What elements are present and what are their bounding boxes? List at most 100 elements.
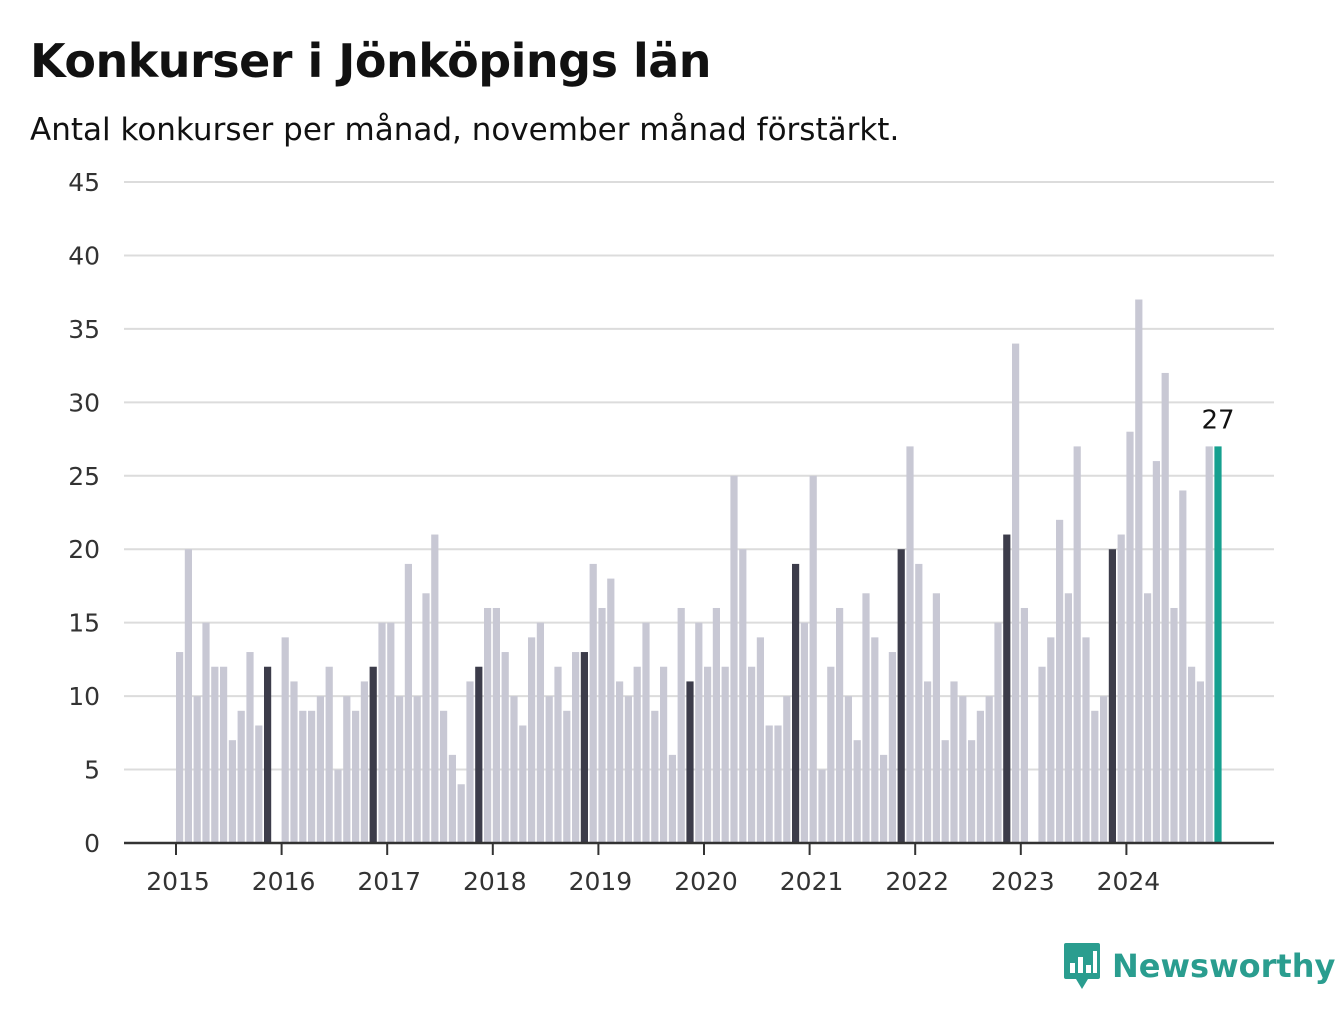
bar xyxy=(528,637,536,843)
bar xyxy=(1179,490,1187,843)
x-tick-label: 2021 xyxy=(780,867,844,896)
bar xyxy=(1064,593,1072,843)
y-tick-label: 25 xyxy=(68,462,100,491)
y-tick-label: 40 xyxy=(68,241,100,270)
bar xyxy=(1082,637,1090,843)
bars xyxy=(176,299,1222,843)
x-tick-label: 2017 xyxy=(357,867,421,896)
bar xyxy=(1135,299,1143,843)
bar xyxy=(739,549,747,843)
bar xyxy=(959,696,967,843)
bar xyxy=(994,622,1002,843)
chart-title: Konkurser i Jönköpings län xyxy=(30,34,712,88)
annotations: 27 xyxy=(1201,405,1234,435)
x-tick-label: 2018 xyxy=(463,867,527,896)
x-tick-label: 2020 xyxy=(674,867,738,896)
x-tick-label: 2023 xyxy=(991,867,1055,896)
bar xyxy=(1073,446,1081,843)
bar xyxy=(352,710,360,843)
bar xyxy=(598,607,606,843)
bar xyxy=(695,622,703,843)
bar-november xyxy=(475,666,483,843)
bar xyxy=(1205,446,1213,843)
y-axis-labels: 0 5 10 15 20 25 30 35 40 45 xyxy=(68,168,100,858)
bar xyxy=(308,710,316,843)
bar xyxy=(774,725,782,843)
bar xyxy=(378,622,386,843)
bar xyxy=(281,637,289,843)
bar xyxy=(721,666,729,843)
bar xyxy=(176,652,184,843)
bar xyxy=(651,710,659,843)
x-tick-label: 2016 xyxy=(252,867,316,896)
bar xyxy=(1020,607,1028,843)
bar xyxy=(211,666,219,843)
brand-name: Newsworthy xyxy=(1112,947,1336,985)
y-tick-label: 5 xyxy=(84,756,100,785)
bar xyxy=(976,710,984,843)
newsworthy-logo-icon xyxy=(1064,943,1100,989)
bar-november xyxy=(1003,534,1011,843)
bar xyxy=(624,696,632,843)
bar xyxy=(440,710,448,843)
bar xyxy=(712,607,720,843)
bar xyxy=(704,666,712,843)
bar-november xyxy=(580,652,588,843)
latest-value-label: 27 xyxy=(1201,405,1234,435)
y-tick-label: 0 xyxy=(84,829,100,858)
y-tick-label: 35 xyxy=(68,315,100,344)
bar xyxy=(950,681,958,843)
bar xyxy=(660,666,668,843)
bar xyxy=(1161,372,1169,843)
bar xyxy=(255,725,263,843)
bar xyxy=(1056,519,1064,843)
bar xyxy=(563,710,571,843)
bar xyxy=(184,549,192,843)
bar xyxy=(871,637,879,843)
bar xyxy=(844,696,852,843)
bar xyxy=(572,652,580,843)
bar-november xyxy=(1214,446,1222,843)
bar xyxy=(968,740,976,843)
bar xyxy=(800,622,808,843)
bar xyxy=(299,710,307,843)
bar xyxy=(431,534,439,843)
y-tick-label: 30 xyxy=(68,388,100,417)
bar xyxy=(756,637,764,843)
bar xyxy=(1117,534,1125,843)
bar xyxy=(1196,681,1204,843)
bar xyxy=(730,475,738,843)
bar xyxy=(642,622,650,843)
bar xyxy=(484,607,492,843)
bar xyxy=(633,666,641,843)
bar xyxy=(827,666,835,843)
newsworthy-logo[interactable]: Newsworthy xyxy=(1062,940,1335,992)
bar xyxy=(413,696,421,843)
bar xyxy=(1091,710,1099,843)
bar xyxy=(1188,666,1196,843)
bar-november xyxy=(686,681,694,843)
bar xyxy=(290,681,298,843)
bar xyxy=(510,696,518,843)
bar xyxy=(343,696,351,843)
bar xyxy=(334,769,342,843)
bar xyxy=(668,754,676,843)
x-axis: 2015 2016 2017 2018 2019 2020 2021 2022 2023 2024 xyxy=(124,841,1274,896)
bar xyxy=(1012,343,1020,843)
bar xyxy=(818,769,826,843)
bar xyxy=(448,754,456,843)
y-tick-label: 45 xyxy=(68,168,100,197)
bar xyxy=(519,725,527,843)
bar xyxy=(387,622,395,843)
bar xyxy=(765,725,773,843)
bar xyxy=(616,681,624,843)
bar xyxy=(915,563,923,843)
bar xyxy=(1170,607,1178,843)
bar xyxy=(228,740,236,843)
x-tick-label: 2024 xyxy=(1097,867,1161,896)
bar xyxy=(220,666,228,843)
y-tick-label: 10 xyxy=(68,682,100,711)
bar xyxy=(932,593,940,843)
bar xyxy=(316,696,324,843)
bar xyxy=(1152,461,1160,843)
